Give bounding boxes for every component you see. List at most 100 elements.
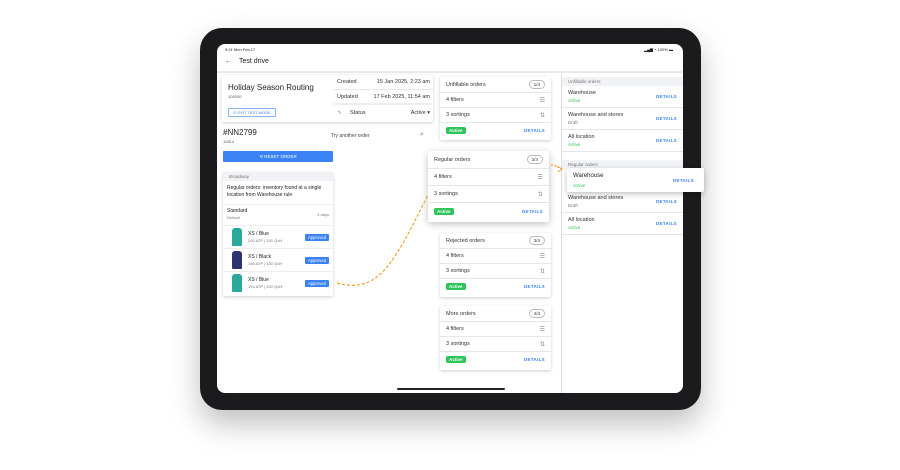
back-icon[interactable]: ←	[225, 58, 232, 65]
details-button[interactable]: DETAILS	[521, 209, 543, 214]
details-button[interactable]: DETAILS	[523, 284, 545, 289]
rule-sortings: 3 sortings	[446, 112, 470, 118]
status-time: 9:41 Mon Feb 17	[225, 47, 256, 52]
product-image	[232, 251, 242, 269]
item-name: Warehouse and stores	[568, 112, 624, 118]
highlighted-rule-item[interactable]: Warehouse Active DETAILS	[567, 168, 704, 192]
shipping-sub: Default	[227, 215, 240, 220]
status-badge: Active	[446, 283, 466, 290]
rule-item[interactable]: All location Active DETAILS	[562, 213, 683, 235]
rule-sortings: 3 sortings	[446, 341, 470, 347]
shipping-time: 4 days	[317, 212, 329, 217]
reset-order-button[interactable]: ⟲ RESET ORDER	[223, 151, 333, 162]
rule-item[interactable]: Warehouse and stores Draft DETAILS	[562, 108, 683, 130]
page-title: Test drive	[239, 58, 269, 65]
routing-title: Holiday Season Routing	[228, 83, 314, 92]
rule-name: Rejected orders	[446, 237, 485, 244]
created-label: Created	[337, 79, 357, 85]
routing-message: Regular orders: inventory found at a sin…	[223, 181, 333, 205]
rule-filters: 4 filters	[434, 174, 452, 180]
details-button[interactable]: DETAILS	[655, 94, 677, 99]
rule-name: More orders	[446, 310, 476, 317]
routing-card: Holiday Season Routing 100000 ⊙ EXIT TES…	[222, 75, 433, 122]
status-battery: ▂▄▆ ◔ 100% ▬	[644, 47, 673, 52]
rule-card[interactable]: Unfillable orders 1/4 4 filters ☰ 3 sortin…	[440, 77, 551, 140]
filter-icon[interactable]: ☰	[539, 97, 545, 104]
rule-item[interactable]: All location Active DETAILS	[562, 130, 683, 152]
rule-item[interactable]: Warehouse and stores Draft DETAILS	[562, 191, 683, 213]
order-item[interactable]: XS / Black 146 ATP | 150 QoH Approved	[223, 248, 333, 271]
status-badge: Active	[434, 208, 454, 215]
section-header: Regular orders	[562, 160, 683, 169]
item-variant: XS / Blue	[248, 277, 269, 283]
order-item[interactable]: XS / Blue 200 ATP | 200 QoH Approved	[223, 225, 333, 248]
details-button[interactable]: DETAILS	[523, 128, 545, 133]
home-indicator	[397, 388, 505, 390]
item-name: All location	[568, 217, 595, 223]
rule-sequence: 3/4	[528, 236, 545, 245]
rule-item[interactable]: Warehouse Active DETAILS	[562, 86, 683, 108]
item-variant: XS / Blue	[248, 231, 269, 237]
item-status: Active	[568, 225, 581, 230]
item-stock: 146 ATP | 150 QoH	[248, 261, 283, 266]
details-button[interactable]: DETAILS	[655, 199, 677, 204]
shipping-method: Standard	[227, 208, 248, 214]
rule-filters: 4 filters	[446, 253, 464, 259]
filter-icon[interactable]: ☰	[539, 326, 545, 333]
divider	[217, 71, 683, 73]
dashed-connector	[336, 194, 429, 286]
rule-sortings: 3 sortings	[446, 268, 470, 274]
rule-sequence: 1/4	[528, 80, 545, 89]
order-item[interactable]: XS / Blue 194 ATP | 200 QoH Approved	[223, 271, 333, 294]
item-name: Warehouse and stores	[568, 195, 624, 201]
sort-icon[interactable]: ⇅	[539, 112, 545, 119]
rule-card[interactable]: Regular orders 2/4 4 filters ☰ 3 sortings ⇅…	[428, 151, 549, 222]
details-button[interactable]: DETAILS	[655, 138, 677, 143]
approved-badge: Approved	[305, 233, 329, 241]
item-stock: 194 ATP | 200 QoH	[248, 284, 283, 289]
order-number: #NN2799	[223, 128, 257, 137]
details-button[interactable]: DETAILS	[655, 116, 677, 121]
approved-badge: Approved	[305, 279, 329, 287]
details-button[interactable]: DETAILS	[655, 221, 677, 226]
sort-icon[interactable]: ⇅	[537, 191, 543, 198]
filter-icon[interactable]: ☰	[539, 253, 545, 260]
item-name: All location	[568, 134, 595, 140]
order-id: 10814	[223, 139, 235, 144]
rule-card[interactable]: Rejected orders 3/4 4 filters ☰ 3 sortings…	[440, 233, 551, 297]
rule-card[interactable]: More orders 4/4 4 filters ☰ 3 sortings ⇅ Ac…	[440, 306, 551, 370]
updated-value: 17 Feb 2025, 11:54 am	[373, 93, 430, 100]
rule-sortings: 3 sortings	[434, 191, 458, 197]
filter-icon[interactable]: ☰	[537, 174, 543, 181]
item-status: Active	[568, 98, 581, 103]
exit-test-mode-button[interactable]: ⊙ EXIT TEST MODE	[228, 108, 276, 117]
rule-sequence: 4/4	[528, 309, 545, 318]
details-button[interactable]: DETAILS	[523, 357, 545, 362]
section-header: Unfillable orders	[562, 77, 683, 86]
search-icon[interactable]: ⌕	[420, 131, 424, 138]
sort-icon[interactable]: ⇅	[539, 268, 545, 275]
sort-icon[interactable]: ⇅	[539, 341, 545, 348]
routing-id: 100000	[228, 94, 242, 99]
order-card: Broadway Regular orders: inventory found…	[223, 172, 333, 296]
item-status: Active	[573, 183, 586, 188]
created-value: 15 Jan 2025, 2:23 am	[376, 79, 430, 85]
status-dropdown[interactable]: Active ▾	[410, 109, 430, 116]
pulse-icon: ∿	[337, 110, 343, 116]
rule-name: Regular orders	[434, 156, 471, 163]
item-name: Warehouse	[573, 173, 604, 179]
details-button[interactable]: DETAILS	[672, 178, 694, 183]
order-search-input[interactable]: Try another order	[331, 133, 370, 139]
item-stock: 200 ATP | 200 QoH	[248, 238, 283, 243]
item-variant: XS / Black	[248, 254, 272, 260]
right-panel: Unfillable orders Warehouse Active DETAILS W…	[561, 73, 683, 393]
status-label: Status	[350, 109, 366, 116]
updated-label: Updated	[337, 93, 358, 100]
rule-name: Unfillable orders	[446, 81, 486, 88]
product-image	[232, 228, 242, 246]
screen: 9:41 Mon Feb 17 ▂▄▆ ◔ 100% ▬ ← Test driv…	[217, 44, 683, 393]
item-name: Warehouse	[568, 90, 596, 96]
item-status: Active	[568, 142, 581, 147]
location-header: Broadway	[223, 172, 333, 181]
